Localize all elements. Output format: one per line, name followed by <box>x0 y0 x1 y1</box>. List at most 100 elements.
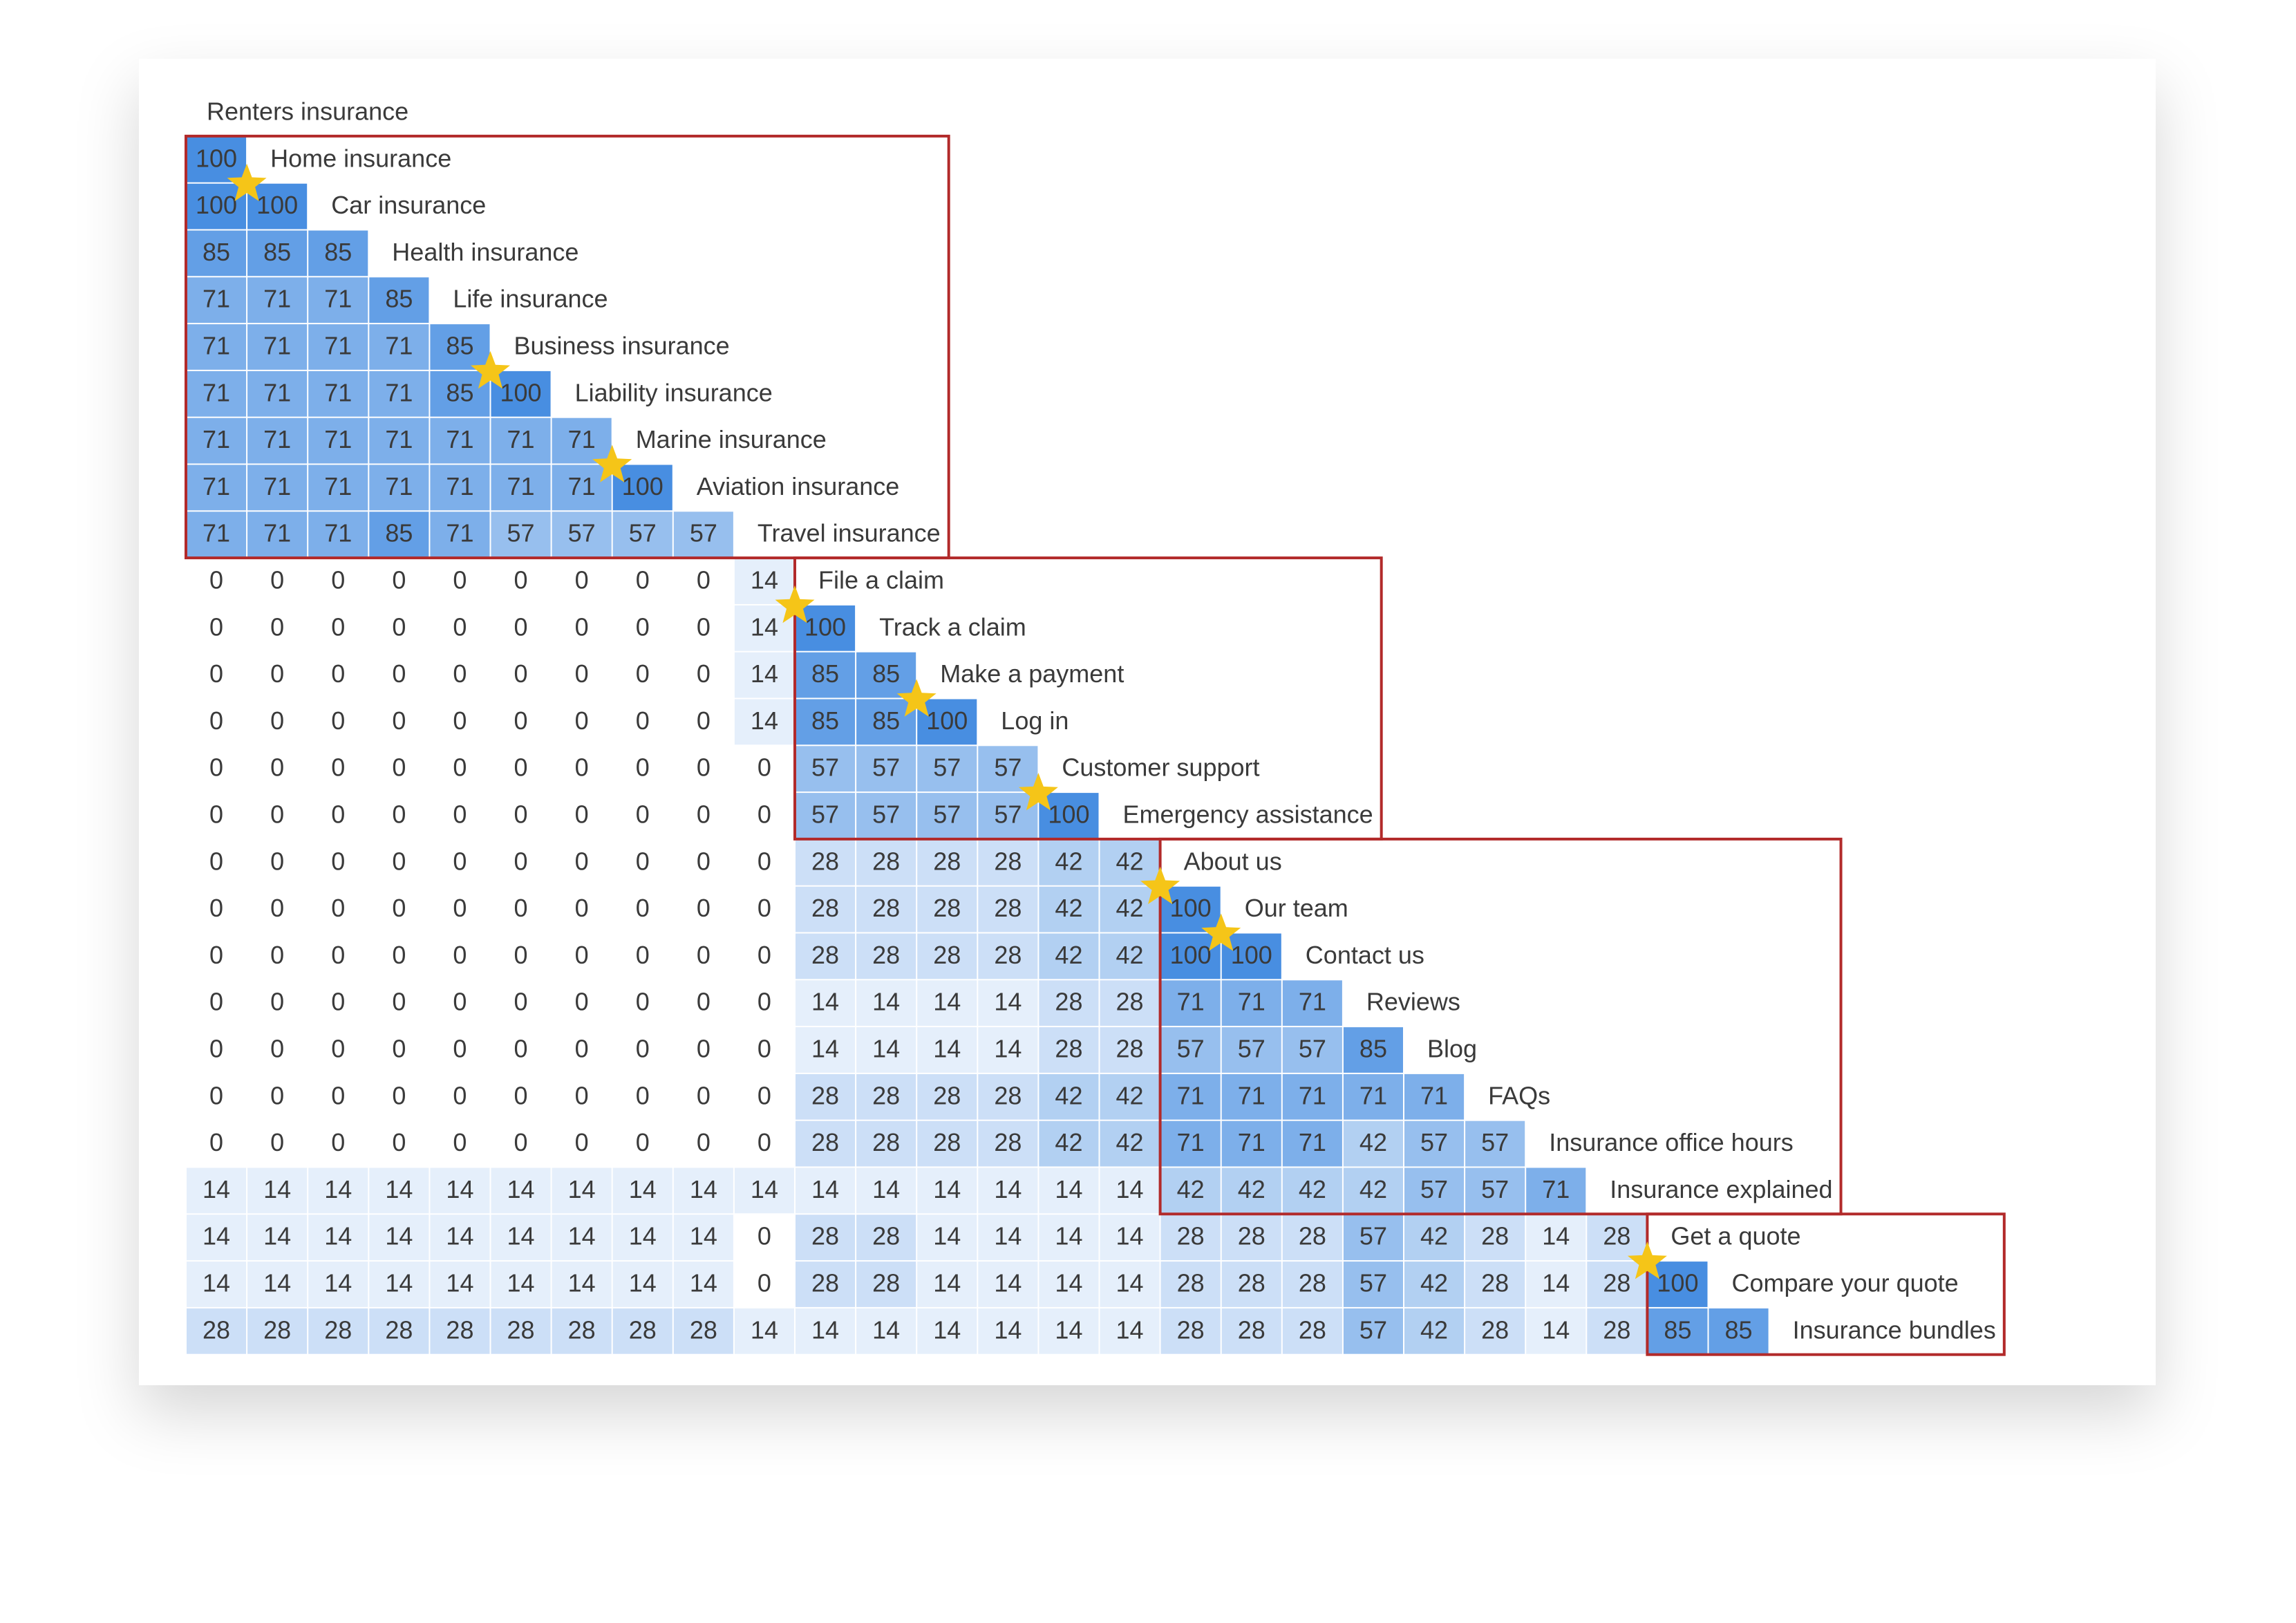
cell-value: 14 <box>1542 1269 1570 1297</box>
cell-value: 0 <box>453 1035 467 1063</box>
cell <box>430 793 490 838</box>
cell <box>369 1308 429 1354</box>
cell-value: 0 <box>209 941 223 969</box>
cell-value: 0 <box>453 988 467 1016</box>
cell <box>1343 1073 1403 1120</box>
cell-value: 0 <box>331 847 345 875</box>
cell-value: 14 <box>629 1175 657 1203</box>
cell <box>978 746 1038 792</box>
cell-value: 57 <box>811 800 839 829</box>
cell-value: 0 <box>514 659 528 688</box>
cell-value: 0 <box>514 988 528 1016</box>
cell <box>308 277 368 323</box>
cell <box>187 465 247 511</box>
cell <box>1343 1261 1403 1307</box>
cell-value: 0 <box>392 894 406 922</box>
cell-value: 71 <box>324 332 352 360</box>
cell <box>247 605 308 651</box>
cell <box>247 512 308 558</box>
cell-value: 71 <box>203 472 230 500</box>
cell <box>430 699 490 745</box>
cell-value: 71 <box>1238 1081 1265 1109</box>
cell <box>612 559 672 604</box>
row-label: Home insurance <box>270 144 451 172</box>
cell <box>430 1073 490 1120</box>
cell <box>552 933 612 979</box>
cell-value: 71 <box>263 519 291 547</box>
cell-value: 57 <box>1481 1175 1509 1203</box>
cell-value: 28 <box>994 847 1022 875</box>
cell <box>308 1073 368 1120</box>
cell <box>430 1261 490 1307</box>
cell-value: 85 <box>811 706 839 735</box>
cell <box>673 605 733 651</box>
cell-value: 28 <box>1177 1222 1205 1250</box>
cell-value: 71 <box>385 378 413 406</box>
cell-value: 0 <box>697 847 711 875</box>
cell-value: 42 <box>1420 1315 1448 1344</box>
cell-value: 0 <box>636 706 650 735</box>
cell <box>856 699 916 745</box>
cell-value: 0 <box>453 1128 467 1156</box>
cell <box>917 839 977 885</box>
cell-value: 14 <box>1055 1315 1082 1344</box>
cell-value: 0 <box>331 988 345 1016</box>
cell <box>978 839 1038 885</box>
cell <box>856 652 916 698</box>
cell <box>1100 886 1160 932</box>
cell-value: 14 <box>751 566 778 594</box>
cell <box>491 746 551 792</box>
cell-value: 57 <box>1420 1128 1448 1156</box>
cell <box>1282 1214 1342 1261</box>
cell-value: 0 <box>270 1035 284 1063</box>
cell-value: 28 <box>811 894 839 922</box>
cell <box>673 1027 733 1073</box>
cell <box>734 886 794 932</box>
cell <box>1282 1261 1342 1307</box>
cell <box>1039 1027 1099 1073</box>
cell <box>856 1214 916 1261</box>
cell <box>673 933 733 979</box>
cell <box>673 512 733 558</box>
cell-value: 0 <box>209 1081 223 1109</box>
cell <box>1465 1261 1525 1307</box>
cell-value: 71 <box>203 425 230 453</box>
cell-value: 14 <box>994 1035 1022 1063</box>
cell <box>247 183 308 229</box>
cell <box>1039 793 1099 838</box>
cell <box>491 1120 551 1167</box>
cell <box>734 980 794 1026</box>
cell-value: 14 <box>629 1222 657 1250</box>
cell <box>1343 1167 1403 1214</box>
cell-value: 0 <box>636 894 650 922</box>
cell-value: 57 <box>1420 1175 1448 1203</box>
cell <box>734 1261 794 1307</box>
cell-value: 0 <box>453 1081 467 1109</box>
cell-value: 71 <box>263 285 291 313</box>
cell-value: 28 <box>629 1315 657 1344</box>
cell-value: 14 <box>263 1269 291 1297</box>
cell <box>734 746 794 792</box>
cell-value: 28 <box>385 1315 413 1344</box>
row-label: Car insurance <box>331 191 486 219</box>
cell <box>247 886 308 932</box>
row-label: Travel insurance <box>758 519 941 547</box>
cell <box>187 886 247 932</box>
cell-value: 42 <box>1055 941 1082 969</box>
cell <box>1404 1261 1465 1307</box>
cell <box>1465 1120 1525 1167</box>
cell <box>796 1167 856 1214</box>
cell-value: 42 <box>1055 894 1082 922</box>
cell-value: 71 <box>1359 1081 1387 1109</box>
cell <box>430 933 490 979</box>
cell <box>308 1261 368 1307</box>
cell <box>247 699 308 745</box>
row-label: Insurance office hours <box>1549 1128 1794 1156</box>
cell <box>917 1167 977 1214</box>
cell-value: 28 <box>324 1315 352 1344</box>
cell-value: 0 <box>331 1035 345 1063</box>
cell-value: 57 <box>933 800 961 829</box>
cell-value: 57 <box>933 753 961 782</box>
cell <box>673 559 733 604</box>
cell <box>247 370 308 417</box>
